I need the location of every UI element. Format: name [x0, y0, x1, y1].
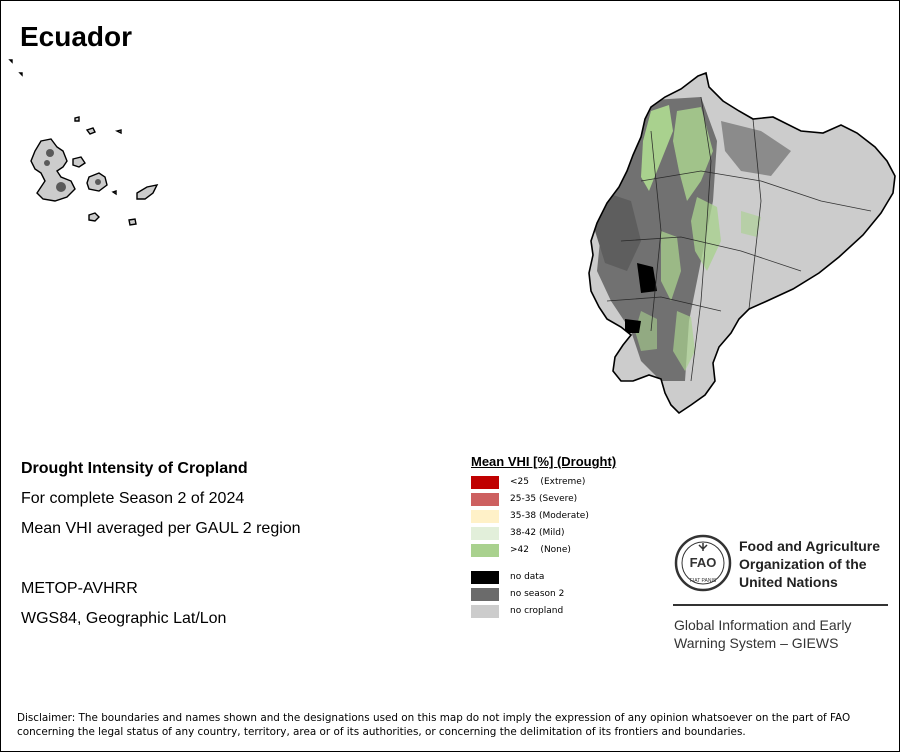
ecuador-mainland — [588, 71, 896, 415]
giews-line1: Global Information and Early — [674, 617, 852, 633]
giews-line2: Warning System – GIEWS — [674, 635, 839, 651]
legend-label: 25-35 (Severe) — [510, 494, 578, 504]
legend-title: Mean VHI [%] (Drought) — [471, 454, 617, 469]
legend-no-season-swatch — [471, 588, 499, 601]
legend-label: >42 (None) — [510, 545, 571, 555]
legend-extreme-swatch — [471, 476, 499, 489]
legend-label: no season 2 — [510, 589, 565, 599]
disclaimer-line1: Disclaimer: The boundaries and names sho… — [17, 712, 851, 724]
ecuador-map — [8, 59, 896, 415]
map-subject: Drought Intensity of Cropland — [21, 460, 248, 477]
map-sensor: METOP-AVHRR — [21, 580, 138, 597]
map-period: For complete Season 2 of 2024 — [21, 490, 245, 507]
org-name-line2: Organization of the — [739, 556, 867, 572]
galapagos-islands — [8, 59, 159, 226]
legend-no-cropland-swatch — [471, 605, 499, 618]
fao-logo-motto: FIAT PANIS — [690, 578, 717, 584]
legend-no-data-swatch — [471, 571, 499, 584]
legend-mild-swatch — [471, 527, 499, 540]
legend-label: 35-38 (Moderate) — [510, 511, 589, 521]
legend-label: no data — [510, 572, 545, 582]
legend-severe-swatch — [471, 493, 499, 506]
legend-label: <25 (Extreme) — [510, 477, 586, 487]
org-name-line1: Food and Agriculture — [739, 538, 881, 554]
legend-moderate-swatch — [471, 510, 499, 523]
map-projection: WGS84, Geographic Lat/Lon — [21, 610, 227, 627]
legend-none-swatch — [471, 544, 499, 557]
disclaimer-line2: concerning the legal status of any count… — [17, 726, 746, 738]
legend-label: no cropland — [510, 606, 564, 616]
map-method: Mean VHI averaged per GAUL 2 region — [21, 520, 301, 537]
fao-logo: FAO FIAT PANIS — [674, 534, 732, 592]
divider — [673, 604, 888, 606]
fao-logo-text: FAO — [690, 555, 717, 570]
legend-label: 38-42 (Mild) — [510, 528, 565, 538]
map-title: Ecuador — [20, 21, 133, 52]
org-name-line3: United Nations — [739, 574, 838, 590]
